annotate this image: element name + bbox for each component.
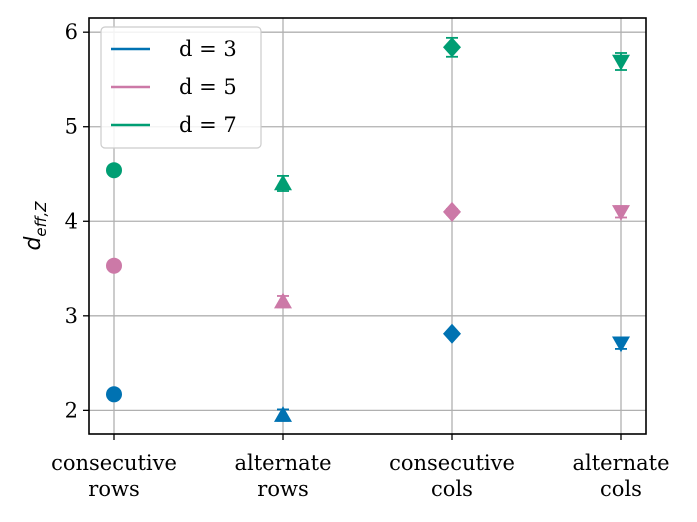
data-point-diamond: [443, 37, 461, 58]
data-point-circle: [106, 386, 122, 403]
data-point-triangle-up: [274, 174, 292, 191]
data-point-circle: [106, 162, 122, 179]
legend-box: [100, 26, 262, 149]
plot-frame: [88, 17, 647, 435]
y-axis-label: deff,Z: [21, 201, 50, 251]
data-point-circle: [106, 257, 122, 274]
x-tick-label: alternate cols: [572, 451, 669, 501]
data-point-triangle-up: [274, 406, 292, 422]
y-tick-label: 4: [65, 209, 78, 233]
y-axis: 2 3 4 5 6: [65, 20, 89, 422]
legend-label: d = 3: [179, 37, 237, 61]
legend-label: d = 7: [179, 113, 237, 137]
x-tick-label: consecutive cols: [389, 451, 515, 501]
data-point-diamond: [443, 201, 461, 222]
y-tick-label: 2: [65, 398, 78, 422]
x-tick-label: consecutive rows: [51, 451, 177, 501]
y-tick-label: 5: [65, 115, 78, 139]
data-point-diamond: [443, 323, 461, 344]
y-tick-label: 3: [65, 304, 78, 328]
x-axis: consecutive rows alternate rows consecutive c…: [51, 434, 670, 501]
x-tick-label: alternate rows: [234, 451, 331, 501]
data-point-triangle-down: [612, 54, 630, 71]
data-points: [106, 36, 630, 422]
legend: d = 3 d = 5 d = 7: [100, 26, 262, 149]
data-point-triangle-down: [612, 336, 630, 353]
data-point-triangle-up: [274, 292, 292, 309]
y-tick-label: 6: [65, 20, 78, 44]
data-point-triangle-down: [612, 205, 630, 221]
legend-label: d = 5: [179, 75, 237, 99]
